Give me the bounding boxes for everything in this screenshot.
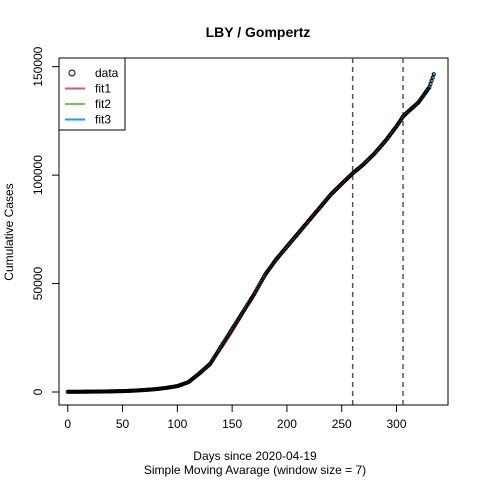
x-tick-label: 50 [116, 417, 130, 431]
x-axis: 0 50 100 150 200 250 300 [64, 404, 407, 431]
legend-label-fit1: fit1 [95, 82, 111, 96]
x-tick-label: 250 [332, 417, 352, 431]
fit1-line [67, 173, 354, 393]
chart-title: LBY / Gompertz [206, 24, 311, 40]
data-point [431, 72, 436, 77]
y-tick-label: 50000 [31, 267, 45, 301]
y-axis-label: Cumulative Cases [2, 183, 16, 280]
x-tick-label: 200 [277, 417, 297, 431]
y-axis: 0 50000 100000 150000 [31, 46, 60, 395]
data-points [65, 72, 436, 394]
y-tick-label: 0 [31, 388, 45, 395]
y-tick-label: 150000 [31, 46, 45, 86]
x-axis-label: Days since 2020-04-19 [193, 449, 317, 463]
x-tick-label: 300 [386, 417, 406, 431]
y-tick-label: 100000 [31, 155, 45, 195]
legend-marker-data [68, 69, 76, 77]
x-tick-label: 100 [167, 417, 187, 431]
legend-label-data: data [95, 66, 119, 80]
x-tick-label: 0 [64, 417, 71, 431]
x-tick-label: 150 [222, 417, 242, 431]
legend-label-fit2: fit2 [95, 97, 111, 111]
legend-label-fit3: fit3 [95, 113, 111, 127]
legend-box [58, 57, 126, 131]
x-axis-sublabel: Simple Moving Avarage (window size = 7) [144, 463, 366, 477]
